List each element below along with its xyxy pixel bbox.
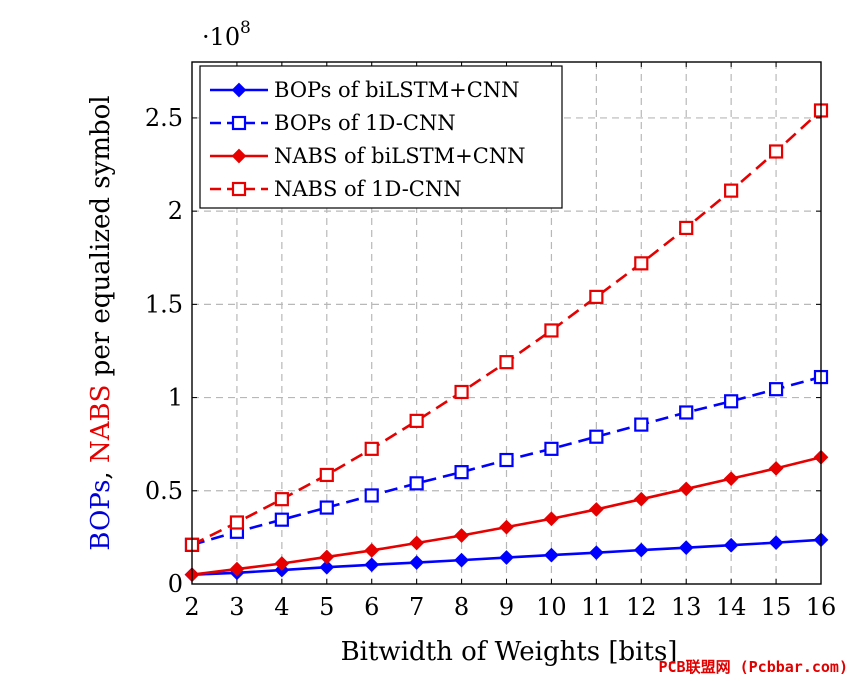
legend-entry: BOPs of biLSTM+CNN xyxy=(210,78,520,102)
data-point xyxy=(409,476,424,491)
data-point xyxy=(768,144,784,159)
data-point xyxy=(589,289,604,304)
legend-marker xyxy=(231,115,247,131)
data-point xyxy=(544,547,559,563)
data-point xyxy=(544,323,559,338)
data-point xyxy=(633,491,649,507)
data-point xyxy=(723,537,739,553)
data-point xyxy=(724,183,739,198)
x-tick-label: 3 xyxy=(229,593,244,621)
y-tick-label: 1 xyxy=(168,384,183,412)
data-point xyxy=(723,471,739,487)
data-point xyxy=(319,559,335,575)
legend-entry: NABS of 1D-CNN xyxy=(210,177,462,201)
data-point xyxy=(678,540,694,555)
x-tick-label: 7 xyxy=(409,593,424,621)
x-tick-label: 16 xyxy=(806,593,837,621)
x-axis-title: Bitwidth of Weights [bits] xyxy=(341,637,678,667)
legend-entries: BOPs of biLSTM+CNN BOPs of 1D-CNN NABS of … xyxy=(210,78,526,201)
x-tick-label: 9 xyxy=(499,593,514,621)
y-axis-title-part: BOPs xyxy=(86,480,116,551)
data-point xyxy=(229,561,245,577)
data-point xyxy=(229,515,245,530)
data-point xyxy=(364,543,380,558)
x-tick-label: 13 xyxy=(671,593,702,621)
x-tick-label: 14 xyxy=(716,593,747,621)
legend-label: BOPs of 1D-CNN xyxy=(274,111,456,135)
legend-label: NABS of biLSTM+CNN xyxy=(274,144,526,168)
data-point xyxy=(499,519,514,535)
data-point xyxy=(634,256,649,271)
data-point xyxy=(454,528,469,543)
data-point xyxy=(319,500,334,515)
data-point xyxy=(544,511,559,527)
tick-layer: 2 3 4 5 6 7 8 9 10 11 12 13 14 15 16 0 0.5 1 1.5 2 2.5 xyxy=(145,62,836,621)
series-layer xyxy=(184,103,829,583)
data-point xyxy=(364,557,380,573)
data-point xyxy=(589,429,604,444)
series-2 xyxy=(184,369,829,552)
data-point xyxy=(499,355,514,370)
x-tick-label: 15 xyxy=(761,593,792,621)
data-point xyxy=(634,417,649,432)
legend: BOPs of biLSTM+CNN BOPs of 1D-CNN NABS of … xyxy=(199,65,563,209)
x-tick-label: 12 xyxy=(626,593,657,621)
x-tick-label: 8 xyxy=(454,593,469,621)
data-point xyxy=(454,465,469,480)
data-point xyxy=(409,535,424,551)
data-point xyxy=(633,542,649,558)
legend-label: BOPs of biLSTM+CNN xyxy=(274,78,520,102)
y-tick-label: 1.5 xyxy=(145,290,183,318)
data-point xyxy=(499,550,514,565)
x-tick-label: 4 xyxy=(274,593,289,621)
legend-entry: NABS of biLSTM+CNN xyxy=(210,144,526,168)
data-point xyxy=(678,481,694,497)
y-tick-label: 0 xyxy=(168,570,183,598)
data-point xyxy=(319,467,334,483)
x-tick-label: 10 xyxy=(536,593,567,621)
data-point xyxy=(589,502,604,517)
data-point xyxy=(768,535,784,550)
watermark: PCB联盟网 (Pcbbar.com) xyxy=(659,658,849,676)
data-point xyxy=(679,405,694,420)
legend-label: NABS of 1D-CNN xyxy=(274,177,462,201)
data-point xyxy=(364,488,379,503)
data-point xyxy=(589,545,604,561)
y-axis-title-part: , xyxy=(86,463,116,480)
data-point xyxy=(454,384,469,400)
data-point xyxy=(724,394,739,409)
data-point xyxy=(768,382,784,397)
data-point xyxy=(319,549,335,565)
y-multiplier-base: ·10 xyxy=(202,23,240,51)
data-point xyxy=(409,413,424,428)
legend-entry: BOPs of 1D-CNN xyxy=(210,111,456,135)
data-point xyxy=(274,556,290,571)
y-axis-title-part: NABS xyxy=(86,385,116,463)
series-3 xyxy=(184,449,829,583)
y-axis-title-part: per equalized symbol xyxy=(86,95,116,384)
legend-marker xyxy=(231,148,247,164)
data-point xyxy=(679,220,694,236)
legend-marker xyxy=(231,181,247,197)
data-point xyxy=(274,492,289,507)
data-point xyxy=(544,441,559,456)
y-tick-label: 0.5 xyxy=(145,477,183,505)
y-tick-label: 2 xyxy=(168,197,183,225)
x-tick-label: 6 xyxy=(364,593,379,621)
data-point xyxy=(364,441,379,456)
data-point xyxy=(409,555,424,570)
x-tick-label: 11 xyxy=(581,593,612,621)
data-point xyxy=(499,452,514,468)
y-tick-label: 2.5 xyxy=(145,104,183,132)
x-tick-label: 5 xyxy=(319,593,334,621)
y-multiplier-exponent: 8 xyxy=(240,18,251,38)
x-tick-label: 2 xyxy=(184,593,199,621)
legend-marker xyxy=(231,82,247,98)
y-axis-title: BOPs, NABS per equalized symbol xyxy=(86,95,116,550)
y-multiplier: ·10 8 xyxy=(202,18,251,51)
data-point xyxy=(274,512,289,527)
data-point xyxy=(768,461,784,476)
data-point xyxy=(454,552,469,568)
